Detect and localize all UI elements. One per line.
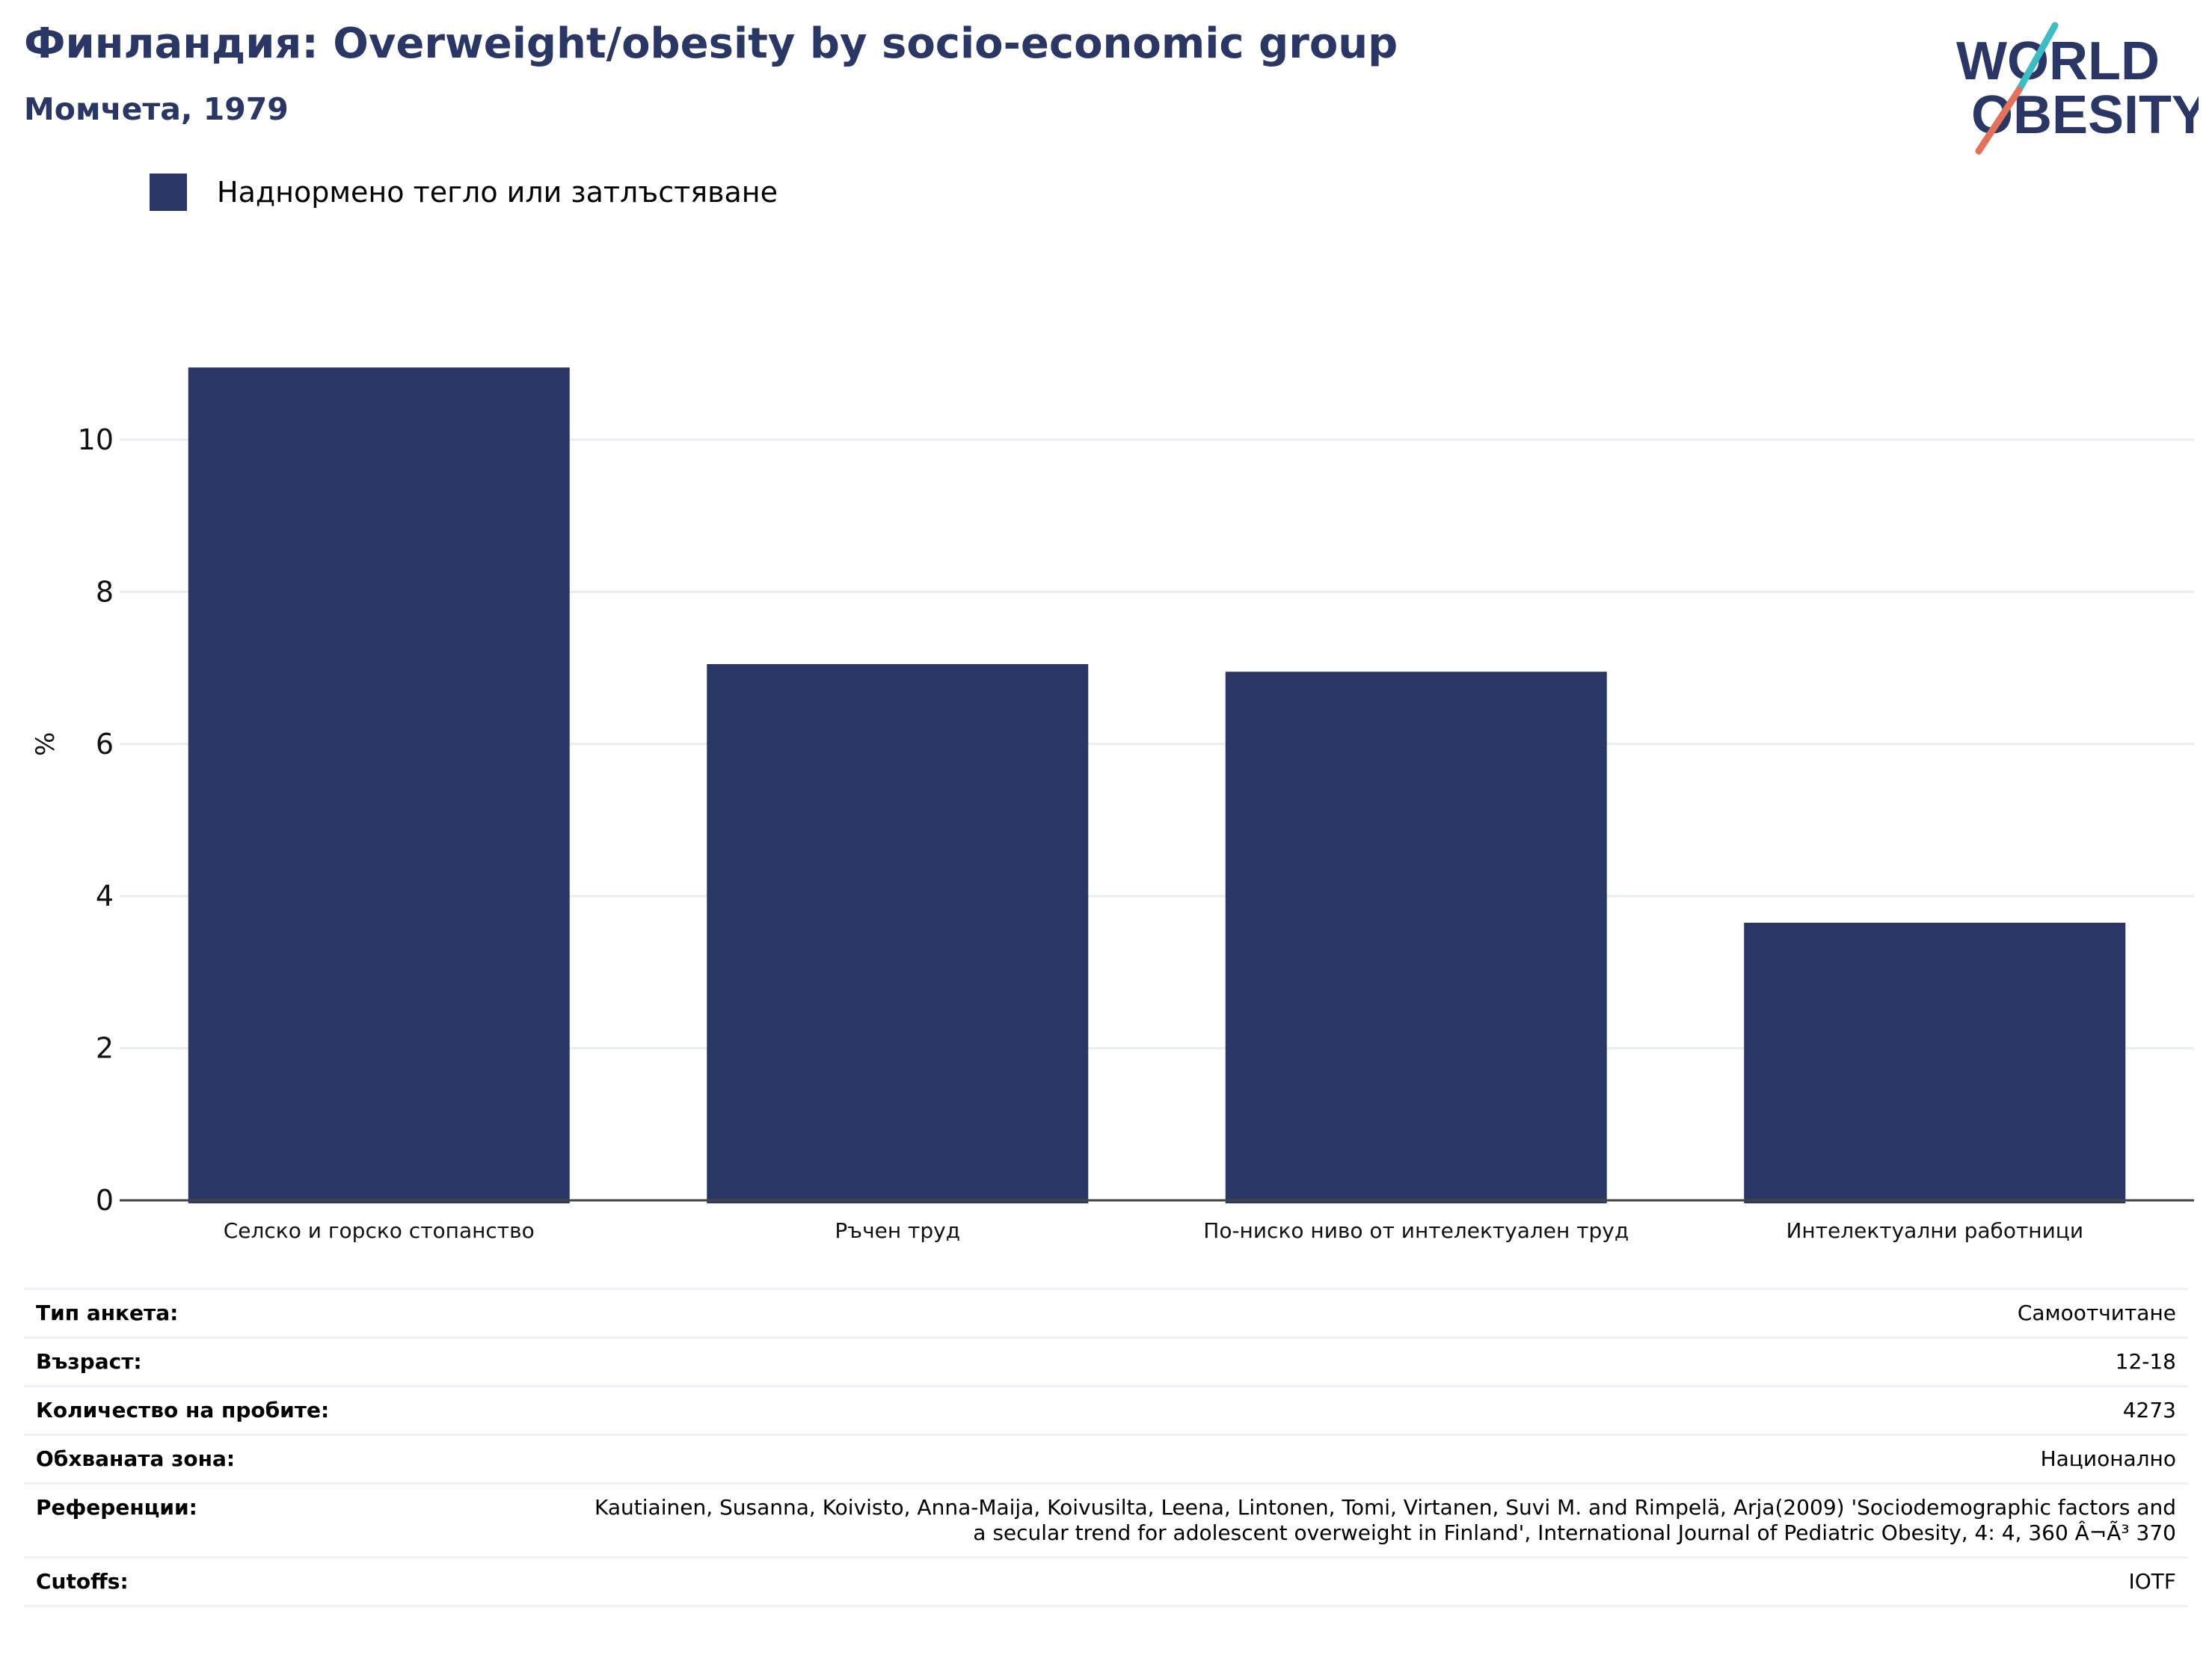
info-value: Национално — [571, 1434, 2188, 1485]
logo-text-world: WORLD — [1956, 31, 2160, 91]
info-row: Обхваната зона: Национално — [24, 1434, 2188, 1485]
world-obesity-logo: WORLD OBESITY — [1956, 22, 2199, 155]
info-key: Възраст: — [24, 1336, 571, 1387]
info-row: Тип анкета: Самоотчитане — [24, 1288, 2188, 1339]
bar — [1744, 922, 2126, 1203]
bar — [188, 367, 570, 1203]
y-tick-label: 4 — [96, 879, 114, 912]
y-axis-label: % — [31, 732, 61, 756]
logo-text-obesity: OBESITY — [1971, 85, 2199, 145]
bar-chart: 0 2 4 6 8 10% Селско и горско стопанство Ръчен … — [31, 367, 2194, 1243]
info-row: Референции: Kautiainen, Susanna, Koivisto… — [24, 1482, 2188, 1559]
logo-slash-teal — [2015, 22, 2059, 93]
info-row: Cutoffs: IOTF — [24, 1556, 2188, 1607]
info-row: Възраст: 12-18 — [24, 1336, 2188, 1387]
info-value: Kautiainen, Susanna, Koivisto, Anna-Maij… — [571, 1482, 2188, 1559]
legend-swatch — [150, 174, 187, 211]
bar — [1225, 672, 1607, 1203]
metadata-table: Тип анкета: Самоотчитане Възраст: 12-18 Коли… — [24, 1288, 2188, 1607]
info-key: Cutoffs: — [24, 1556, 571, 1607]
info-value: IOTF — [571, 1556, 2188, 1607]
legend[interactable]: Наднормено тегло или затлъстяване — [150, 174, 778, 211]
bar — [707, 664, 1089, 1203]
info-key: Референции: — [24, 1482, 571, 1559]
y-tick-label: 10 — [78, 423, 114, 456]
y-tick-label: 8 — [96, 575, 114, 608]
x-tick-label: Интелектуални работници — [1786, 1218, 2083, 1243]
info-key: Количество на пробите: — [24, 1385, 571, 1436]
x-tick-label: Селско и горско стопанство — [224, 1218, 535, 1243]
chart-subtitle: Момчета, 1979 — [24, 91, 289, 127]
logo-slash-coral — [1975, 86, 2023, 155]
y-tick-label: 2 — [96, 1032, 114, 1065]
info-key: Обхваната зона: — [24, 1434, 571, 1485]
y-tick-label: 0 — [96, 1184, 114, 1217]
info-value: 4273 — [571, 1385, 2188, 1436]
info-row: Количество на пробите: 4273 — [24, 1385, 2188, 1436]
legend-label: Наднормено тегло или затлъстяване — [217, 176, 778, 209]
x-tick-label: По-ниско ниво от интелектуален труд — [1203, 1218, 1629, 1243]
info-value: 12-18 — [571, 1336, 2188, 1387]
x-tick-label: Ръчен труд — [835, 1218, 960, 1243]
info-value: Самоотчитане — [571, 1288, 2188, 1339]
y-tick-label: 6 — [96, 728, 114, 761]
info-key: Тип анкета: — [24, 1288, 571, 1339]
chart-title: Финландия: Overweight/obesity by socio-e… — [24, 19, 1398, 68]
